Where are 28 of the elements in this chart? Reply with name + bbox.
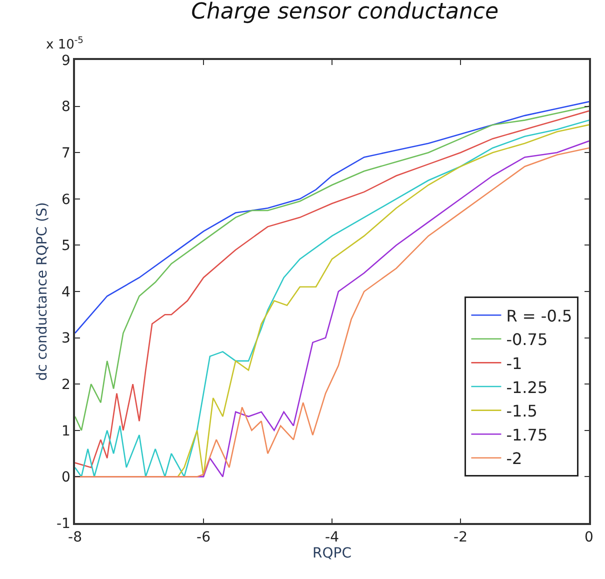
legend-label: -2 <box>506 449 522 468</box>
x-tick-label: -8 <box>68 530 82 546</box>
legend-label: -1.75 <box>506 425 548 444</box>
line-series <box>75 101 589 334</box>
y-tick-label: 9 <box>62 52 70 69</box>
y-tick-label: 7 <box>62 146 70 162</box>
y-tick-label: 8 <box>62 99 70 116</box>
legend-label: R = -0.5 <box>506 306 572 326</box>
x-axis-title: RQPC <box>312 546 352 562</box>
x-tick-label: -2 <box>454 530 468 546</box>
x-tick-label: -6 <box>196 530 211 546</box>
x-tick-label: -4 <box>325 530 340 546</box>
y-tick-label: 4 <box>62 284 71 300</box>
legend-label: -0.75 <box>506 330 548 350</box>
y-tick-label: 1 <box>62 423 70 440</box>
legend-label: -1 <box>506 354 522 373</box>
y-tick-label: 2 <box>62 377 70 393</box>
text: x 10$^{-5}$ <box>46 36 84 52</box>
y-tick-label: 5 <box>62 238 70 254</box>
y-tick-label: 0 <box>62 470 70 486</box>
y-tick-label: -1 <box>56 516 70 532</box>
y-tick-label: 6 <box>62 192 71 208</box>
x-tick-label: 0 <box>584 530 594 546</box>
y-axis-title: dc conductance RQPC (S) <box>34 202 51 381</box>
legend-label: -1.25 <box>506 378 548 397</box>
legend-label: -1.5 <box>506 402 538 421</box>
y-tick-label: 3 <box>62 330 70 347</box>
chart-title: Charge sensor conductance <box>191 0 499 24</box>
